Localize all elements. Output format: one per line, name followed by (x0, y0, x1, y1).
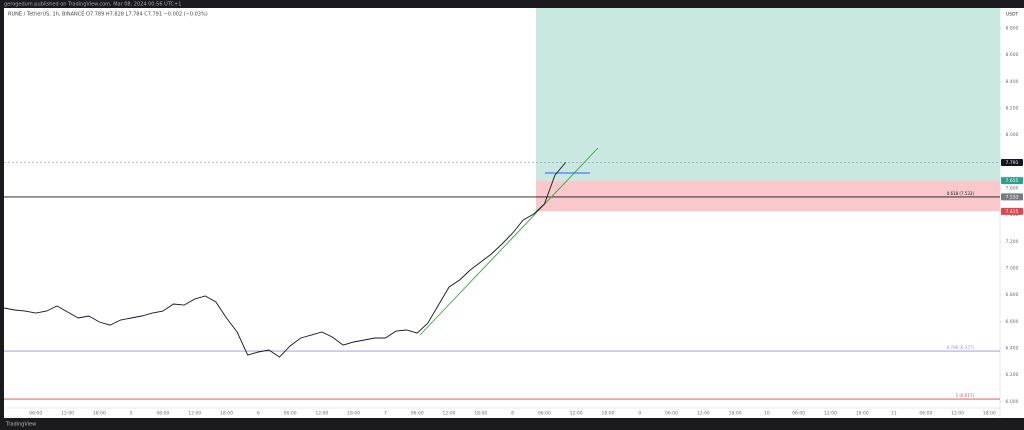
x-tick-label: 06:00 (411, 411, 424, 417)
x-tick-label: 06:00 (156, 411, 169, 417)
x-tick-label: 12:00 (570, 411, 583, 417)
drawings (419, 147, 599, 336)
level-label: 7.533 (1006, 194, 1019, 200)
x-tick-label: 06:00 (284, 411, 297, 417)
chart-title: RUNE / TetherUS, 1h, BINANCE O7.789 H7.8… (8, 12, 208, 18)
x-tick-label: 06:00 (29, 411, 42, 417)
stop-label: 7.425 (1006, 209, 1019, 215)
x-tick-label: 10 (764, 411, 770, 417)
x-tick-label: 9 (638, 411, 641, 417)
x-tick-label: 18:00 (856, 411, 869, 417)
level-label: 1 (6.017) (956, 393, 975, 398)
y-tick-label: 7.200 (1006, 239, 1019, 245)
stop-badge (1001, 207, 1023, 215)
x-tick-label: 8 (511, 411, 514, 417)
x-tick-label: 6 (257, 411, 260, 417)
level-label: 0.618 (7.533) (947, 191, 975, 196)
y-tick-label: 7.400 (1006, 212, 1019, 218)
x-tick-label: 18:00 (729, 411, 742, 417)
header: gerogedum published on TradingView.com, … (4, 2, 181, 8)
x-tick-label: 12:00 (824, 411, 837, 417)
x-tick-label: 18:00 (601, 411, 614, 417)
x-tick-label: 18:00 (220, 411, 233, 417)
y-tick-label: 8.200 (1006, 106, 1019, 112)
profit-zone (536, 8, 1000, 181)
x-tick-label: 12:00 (697, 411, 710, 417)
x-tick-label: 7 (384, 411, 387, 417)
last-price-badge (1001, 159, 1023, 167)
x-tick-label: 18:00 (347, 411, 360, 417)
x-tick-label: 11 (891, 411, 897, 417)
footer: TradingView (5, 422, 36, 428)
level-badge (1001, 193, 1023, 201)
x-tick-label: 06:00 (538, 411, 551, 417)
y-tick-label: 7.600 (1006, 186, 1019, 192)
x-tick-label: 12:00 (443, 411, 456, 417)
y-tick-label: 6.200 (1006, 372, 1019, 378)
entry-badge (1001, 177, 1023, 185)
x-tick-label: 18:00 (474, 411, 487, 417)
x-tick-label: 06:00 (665, 411, 678, 417)
y-tick-label: 6.800 (1006, 292, 1019, 298)
x-tick-label: 06:00 (919, 411, 932, 417)
x-tick-label: 12:00 (951, 411, 964, 417)
x-tick-label: 5 (130, 411, 133, 417)
y-tick-label: 6.400 (1006, 346, 1019, 352)
x-tick-label: 18:00 (983, 411, 996, 417)
y-tick-label: 8.800 (1006, 26, 1019, 32)
x-tick-label: 12:00 (315, 411, 328, 417)
x-tick-label: 06:00 (792, 411, 805, 417)
level-label: 0.786 (6.377) (947, 345, 975, 350)
x-tick-label: 18:00 (93, 411, 106, 417)
x-tick-label: 12:00 (61, 411, 74, 417)
loss-zone (536, 180, 1000, 212)
y-tick-label: 8.400 (1006, 79, 1019, 85)
y-tick-label: 6.600 (1006, 319, 1019, 325)
x-tick-label: 12:00 (188, 411, 201, 417)
y-axis-label: USDT (1006, 12, 1019, 18)
y-tick-label: 8.600 (1006, 52, 1019, 58)
y-tick-label: 7.000 (1006, 266, 1019, 272)
trend-line (419, 147, 599, 336)
y-tick-label: 6.000 (1006, 399, 1019, 405)
entry-label: 7.655 (1006, 178, 1019, 184)
last-price-label: 7.791 (1006, 160, 1019, 166)
price-line (3, 162, 566, 358)
y-tick-label: 8.000 (1006, 132, 1019, 138)
